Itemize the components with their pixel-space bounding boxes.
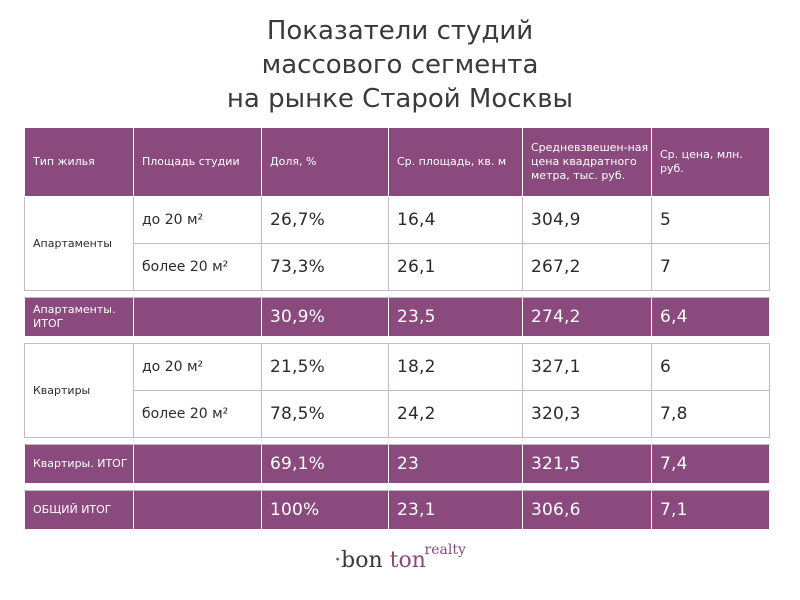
avg-price-cell: 5: [651, 196, 770, 244]
share-cell: 21,5%: [261, 343, 389, 391]
avg-area-cell: 18,2: [388, 343, 523, 391]
empty-cell: [133, 444, 262, 484]
empty-cell: [133, 490, 262, 530]
share-cell: 26,7%: [261, 196, 389, 244]
logo-dot: ·: [334, 548, 342, 573]
row-spacer: [24, 437, 770, 445]
area-cell: до 20 м²: [133, 343, 262, 391]
price-sqm-cell: 304,9: [522, 196, 652, 244]
table-row: Квартиры до 20 м² 21,5% 18,2 327,1 6: [24, 343, 770, 438]
page-title: Показатели студий массового сегмента на …: [0, 14, 800, 116]
avg-price-cell: 7,1: [651, 490, 770, 530]
area-cell: более 20 м²: [133, 390, 262, 438]
price-sqm-cell: 327,1: [522, 343, 652, 391]
share-cell: 73,3%: [261, 243, 389, 291]
header-type: Тип жилья: [24, 127, 134, 197]
avg-price-cell: 6: [651, 343, 770, 391]
logo-realty: realty: [424, 542, 466, 558]
avg-price-cell: 7: [651, 243, 770, 291]
logo-bon: bon: [341, 548, 390, 573]
subtotal-label: Апартаменты. ИТОГ: [24, 297, 134, 337]
studio-stats-table: Тип жилья Площадь студии Доля, % Ср. пло…: [24, 127, 770, 530]
price-sqm-cell: 320,3: [522, 390, 652, 438]
row-spacer: [24, 336, 770, 344]
share-cell: 78,5%: [261, 390, 389, 438]
subtotal-row-flats: Квартиры. ИТОГ 69,1% 23 321,5 7,4: [24, 444, 770, 484]
avg-area-cell: 26,1: [388, 243, 523, 291]
share-cell: 100%: [261, 490, 389, 530]
table-row: более 20 м² 78,5% 24,2 320,3 7,8: [25, 390, 770, 438]
price-sqm-cell: 321,5: [522, 444, 652, 484]
subtotal-row-apartments: Апартаменты. ИТОГ 30,9% 23,5 274,2 6,4: [24, 297, 770, 337]
avg-price-cell: 6,4: [651, 297, 770, 337]
header-price-sqm: Средневзвешен-ная цена квадратного метра…: [522, 127, 652, 197]
avg-area-cell: 23: [388, 444, 523, 484]
row-spacer: [24, 290, 770, 298]
price-sqm-cell: 306,6: [522, 490, 652, 530]
avg-area-cell: 16,4: [388, 196, 523, 244]
bonton-realty-logo: ·bon ton realty: [0, 542, 800, 588]
table-row: Апартаменты до 20 м² 26,7% 16,4 304,9 5: [24, 196, 770, 291]
empty-cell: [133, 297, 262, 337]
price-sqm-cell: 267,2: [522, 243, 652, 291]
header-avg-price: Ср. цена, млн. руб.: [651, 127, 770, 197]
header-avg-area: Ср. площадь, кв. м: [388, 127, 523, 197]
group-type-apartments: Апартаменты: [24, 196, 134, 291]
price-sqm-cell: 274,2: [522, 297, 652, 337]
area-cell: более 20 м²: [133, 243, 262, 291]
share-cell: 30,9%: [261, 297, 389, 337]
header-share: Доля, %: [261, 127, 389, 197]
area-cell: до 20 м²: [133, 196, 262, 244]
grand-total-row: ОБЩИЙ ИТОГ 100% 23,1 306,6 7,1: [24, 490, 770, 530]
header-area: Площадь студии: [133, 127, 262, 197]
avg-price-cell: 7,4: [651, 444, 770, 484]
avg-area-cell: 24,2: [388, 390, 523, 438]
avg-area-cell: 23,1: [388, 490, 523, 530]
subtotal-label: Квартиры. ИТОГ: [24, 444, 134, 484]
title-line-1: Показатели студий: [266, 16, 534, 46]
avg-price-cell: 7,8: [651, 390, 770, 438]
header-row: Тип жилья Площадь студии Доля, % Ср. пло…: [24, 127, 770, 197]
logo-ton: ton: [389, 548, 426, 573]
group-type-flats: Квартиры: [24, 343, 134, 438]
logo-mark: ·bon ton realty: [334, 542, 466, 573]
row-spacer: [24, 483, 770, 491]
grand-total-label: ОБЩИЙ ИТОГ: [24, 490, 134, 530]
avg-area-cell: 23,5: [388, 297, 523, 337]
title-line-3: на рынке Старой Москвы: [226, 84, 574, 114]
title-line-2: массового сегмента: [261, 50, 539, 80]
table-row: более 20 м² 73,3% 26,1 267,2 7: [25, 243, 770, 291]
share-cell: 69,1%: [261, 444, 389, 484]
